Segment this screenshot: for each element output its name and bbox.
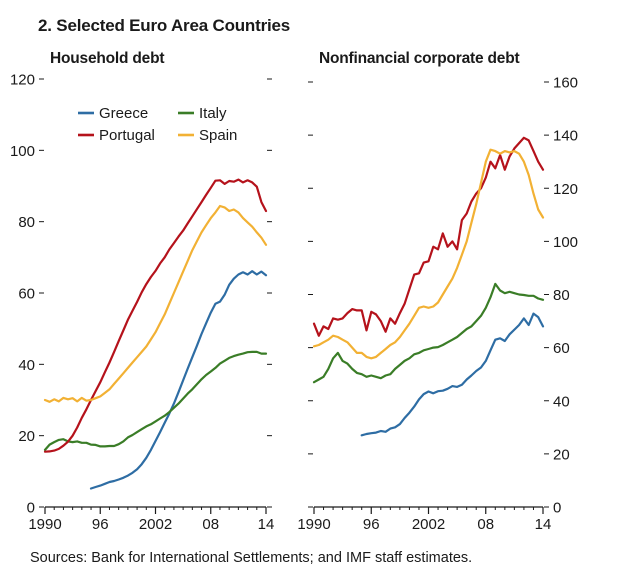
y-tick-label-0: 0 — [553, 500, 561, 517]
y-tick-label-60: 60 — [18, 286, 35, 303]
legend-label-portugal: Portugal — [99, 127, 155, 144]
corporate-panel-title: Nonfinancial corporate debt — [319, 50, 520, 67]
x-tick-label-2014: 14 — [535, 516, 552, 533]
x-tick-label-2008: 08 — [477, 516, 494, 533]
y-tick-label-80: 80 — [18, 214, 35, 231]
x-tick-label-2014: 14 — [258, 516, 275, 533]
series-line-spain — [312, 148, 545, 360]
y-tick-label-0: 0 — [27, 500, 35, 517]
x-tick-label-2002: 2002 — [139, 516, 172, 533]
series-line-spain — [43, 204, 268, 403]
y-tick-label-160: 160 — [553, 75, 578, 92]
series-line-greece — [360, 312, 545, 437]
x-tick-label-2002: 2002 — [412, 516, 445, 533]
y-tick-label-60: 60 — [553, 340, 570, 357]
y-tick-label-100: 100 — [10, 143, 35, 160]
series-line-italy — [43, 350, 268, 451]
y-tick-label-20: 20 — [553, 446, 570, 463]
household-panel-title: Household debt — [50, 50, 165, 67]
legend-label-spain: Spain — [199, 127, 237, 144]
series-line-portugal — [312, 136, 545, 337]
x-tick-label-1990: 1990 — [28, 516, 61, 533]
y-tick-label-140: 140 — [553, 128, 578, 145]
series-line-portugal — [43, 178, 268, 453]
y-tick-label-40: 40 — [18, 357, 35, 374]
source-note: Sources: Bank for International Settleme… — [30, 550, 473, 566]
x-tick-label-1996: 96 — [92, 516, 109, 533]
y-tick-label-20: 20 — [18, 428, 35, 445]
y-tick-label-120: 120 — [10, 72, 35, 89]
y-tick-label-40: 40 — [553, 393, 570, 410]
legend-label-italy: Italy — [199, 105, 227, 122]
series-line-italy — [312, 282, 545, 384]
x-tick-label-2008: 08 — [202, 516, 219, 533]
x-tick-label-1990: 1990 — [297, 516, 330, 533]
y-tick-label-80: 80 — [553, 287, 570, 304]
legend-label-greece: Greece — [99, 105, 148, 122]
figure-title: 2. Selected Euro Area Countries — [38, 16, 291, 35]
series-line-greece — [89, 270, 268, 490]
x-tick-label-1996: 96 — [363, 516, 380, 533]
y-tick-label-120: 120 — [553, 181, 578, 198]
y-tick-label-100: 100 — [553, 234, 578, 251]
